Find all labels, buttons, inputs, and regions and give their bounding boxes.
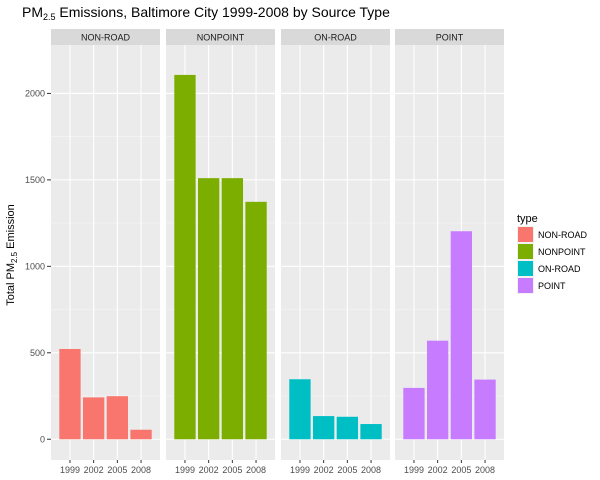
legend-swatch-on-road (518, 261, 533, 276)
facet-panel-point: POINT 1999 2002 2005 2008 (395, 29, 504, 475)
facet-strip (51, 29, 160, 45)
facet-strip-label: ON-ROAD (314, 33, 357, 43)
x-tick-label: 2005 (222, 465, 242, 475)
x-tick-label: 2005 (337, 465, 357, 475)
legend-swatch-point (518, 278, 533, 293)
chart-title-post: Emissions, Baltimore City 1999-2008 by S… (56, 4, 391, 20)
y-tick-label: 500 (30, 348, 45, 358)
facet-strip (166, 29, 275, 45)
facet-strip (281, 29, 390, 45)
x-tick-label: 2002 (314, 465, 334, 475)
facet-strip-label: POINT (436, 33, 464, 43)
legend-title: type (517, 213, 538, 225)
legend: type NON-ROAD NONPOINT ON-ROAD POINT (517, 213, 587, 294)
bar-nonpoint-2002 (197, 178, 220, 440)
y-tick-label: 1000 (25, 261, 45, 271)
facet-panel-nonpoint: NONPOINT 1999 2002 2005 2008 (166, 29, 275, 475)
y-axis: 0 500 1000 1500 2000 (25, 88, 51, 444)
y-axis-label-sub: 2.5 (10, 251, 19, 263)
x-tick-label: 1999 (175, 465, 195, 475)
x-tick-label: 1999 (290, 465, 310, 475)
x-tick-label: 2008 (131, 465, 151, 475)
facet-panel-non-road: NON-ROAD 1999 2002 2005 2008 (51, 29, 160, 475)
x-tick-label: 2002 (199, 465, 219, 475)
chart-title: PM2.5 Emissions, Baltimore City 1999-200… (22, 4, 390, 22)
bar-on-road-2002 (312, 416, 335, 440)
facet-strip-label: NON-ROAD (81, 33, 130, 43)
x-tick-label: 2005 (107, 465, 127, 475)
bar-on-road-1999 (289, 379, 311, 440)
facet-strip (395, 29, 504, 45)
legend-swatch-nonpoint (518, 244, 533, 259)
x-tick-label: 2008 (361, 465, 381, 475)
chart-title-pre: PM (22, 4, 43, 20)
y-axis-label-pre: Total PM (5, 263, 17, 306)
bar-point-2005 (450, 231, 473, 440)
legend-label: NON-ROAD (538, 230, 587, 240)
bar-non-road-1999 (59, 348, 81, 440)
y-axis-label-post: Emission (5, 204, 17, 252)
legend-items: NON-ROAD NONPOINT ON-ROAD POINT (517, 226, 587, 294)
bar-non-road-2002 (82, 397, 105, 440)
bar-nonpoint-2008 (245, 201, 267, 440)
bar-nonpoint-2005 (221, 178, 244, 440)
x-tick-label: 2008 (246, 465, 266, 475)
x-tick-label: 2002 (84, 465, 104, 475)
legend-label: ON-ROAD (538, 264, 581, 274)
x-tick-label: 2005 (451, 465, 471, 475)
bar-on-road-2008 (360, 424, 382, 440)
legend-swatch-non-road (518, 227, 533, 242)
facet-strip-label: NONPOINT (197, 33, 245, 43)
bar-non-road-2008 (130, 429, 152, 440)
bar-non-road-2005 (106, 396, 129, 440)
legend-label: POINT (538, 281, 566, 291)
y-tick-label: 1500 (25, 175, 45, 185)
bar-point-1999 (403, 387, 425, 440)
y-tick-label: 2000 (25, 88, 45, 98)
chart-title-sub: 2.5 (43, 12, 56, 22)
y-tick-label: 0 (40, 434, 45, 444)
x-tick-label: 2002 (428, 465, 448, 475)
bar-point-2002 (426, 340, 449, 440)
legend-label: NONPOINT (538, 247, 586, 257)
x-tick-label: 1999 (60, 465, 80, 475)
bar-on-road-2005 (336, 416, 359, 440)
bar-nonpoint-1999 (174, 74, 196, 440)
bar-point-2008 (474, 379, 496, 440)
x-tick-label: 1999 (404, 465, 424, 475)
x-tick-label: 2008 (475, 465, 495, 475)
facet-panel-on-road: ON-ROAD 1999 2002 2005 2008 (281, 29, 390, 475)
y-axis-label: Total PM2.5 Emission (5, 204, 19, 306)
